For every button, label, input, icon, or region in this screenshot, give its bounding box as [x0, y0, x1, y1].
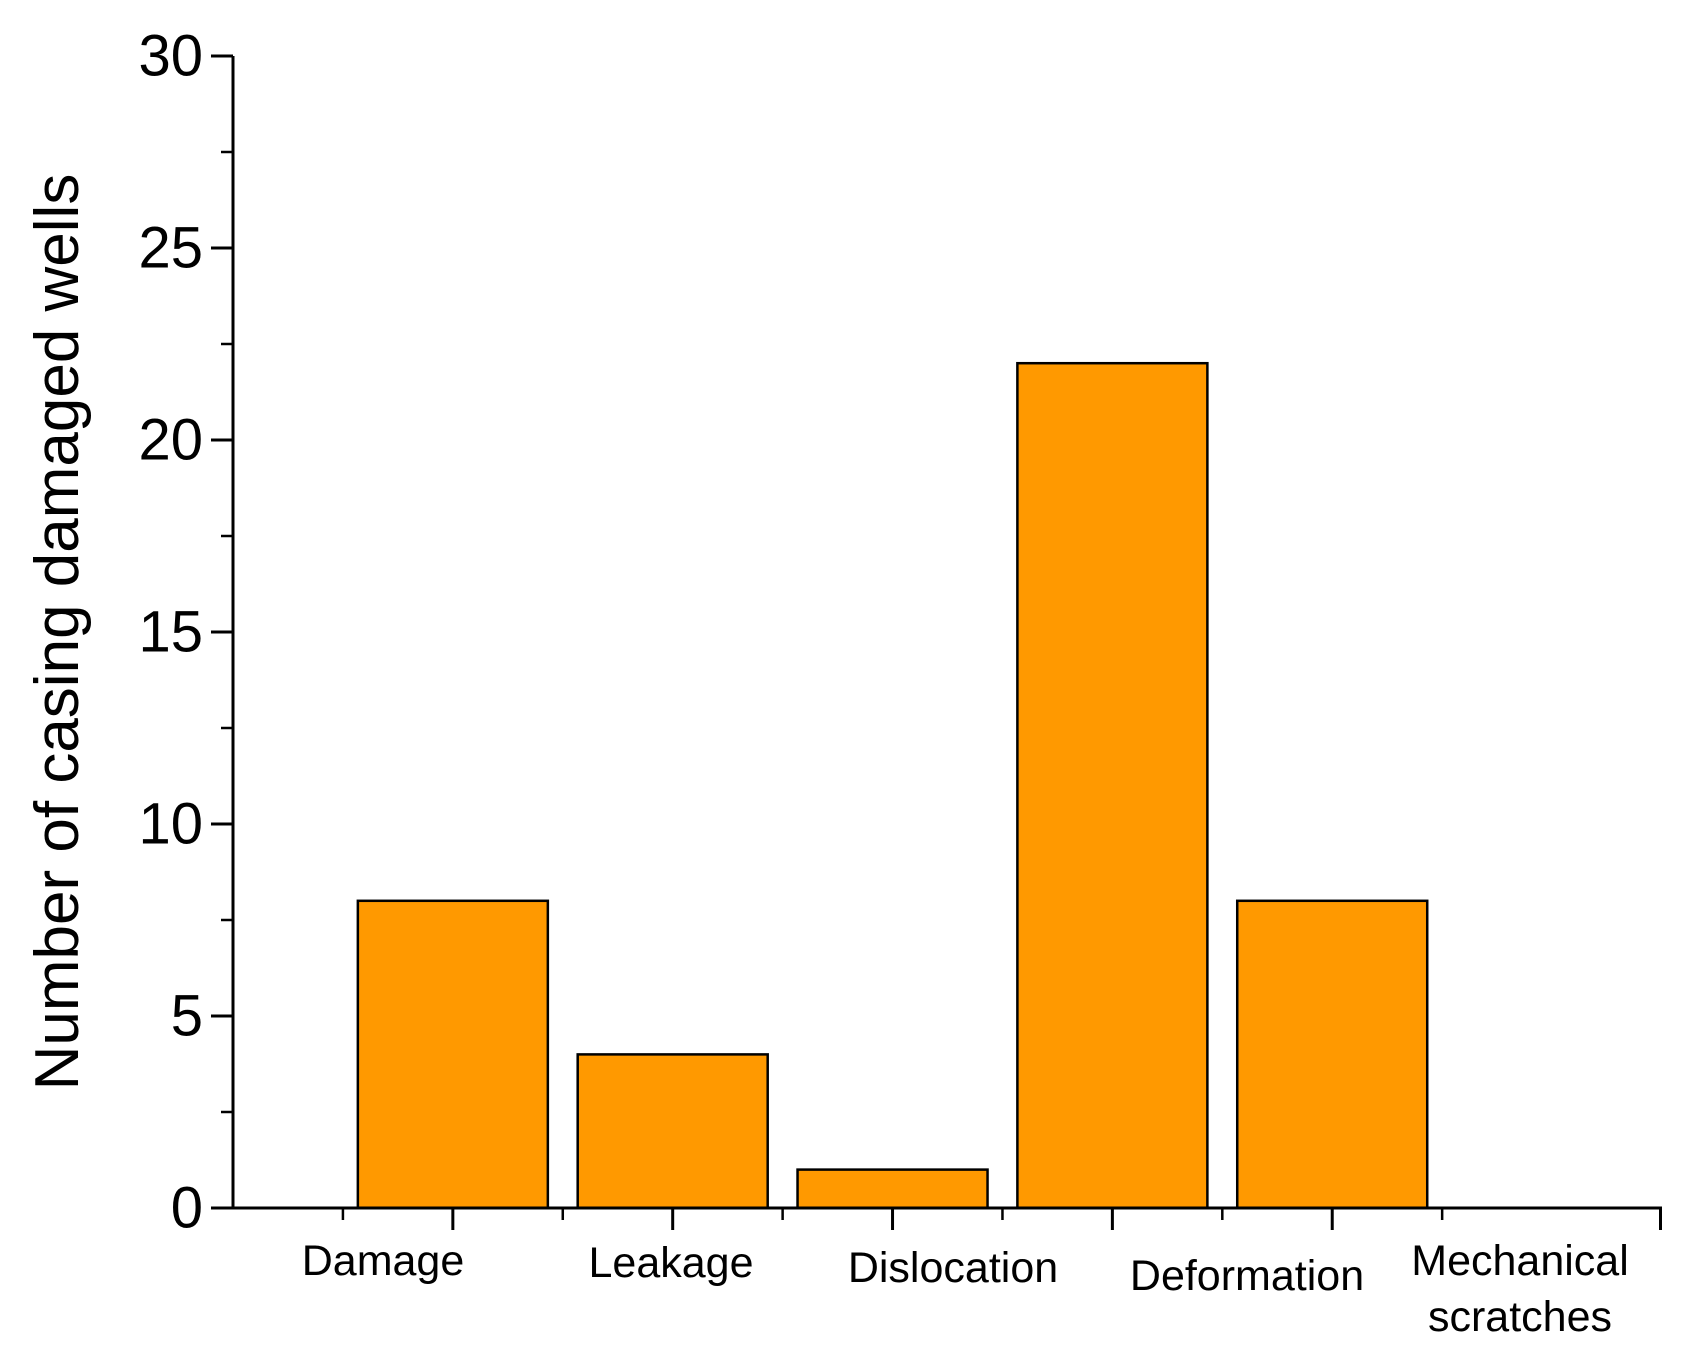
- bar-dislocation: [796, 1168, 989, 1210]
- bar-deformation: [1016, 361, 1209, 1210]
- y-axis-label: Number of casing damaged wells: [23, 174, 92, 1091]
- y-tick-label-5: 5: [171, 984, 203, 1049]
- x-tick-label-line: Deformation: [1130, 1252, 1364, 1300]
- x-tick-label-mechanical-scratches: Mechanical scratches: [1411, 1237, 1629, 1341]
- x-tick-label-line: Mechanical: [1411, 1237, 1629, 1285]
- x-tick-label-line: scratches: [1428, 1293, 1612, 1341]
- x-tick-label-deformation: Deformation: [1130, 1252, 1364, 1300]
- y-tick-label-20: 20: [138, 408, 203, 473]
- bars-group: [356, 361, 1429, 1210]
- y-tick-label-25: 25: [138, 216, 203, 281]
- x-tick-label-line: Leakage: [589, 1239, 754, 1287]
- y-ticks-group: 0 5 10 15 20 25 30: [138, 24, 233, 1241]
- y-tick-label-0: 0: [171, 1176, 203, 1241]
- x-tick-label-dislocation: Dislocation: [848, 1244, 1058, 1292]
- y-tick-label-10: 10: [138, 792, 203, 857]
- y-tick-label-30: 30: [138, 24, 203, 89]
- y-axis-label-group: Number of casing damaged wells: [23, 174, 92, 1091]
- bar-damage: [356, 899, 550, 1210]
- x-tick-label-line: Dislocation: [848, 1244, 1058, 1292]
- x-tick-label-damage: Damage: [302, 1237, 465, 1285]
- x-ticks-group: Damage Leakage Dislocation Deformation Mecha…: [302, 1208, 1662, 1341]
- y-tick-label-15: 15: [138, 600, 203, 665]
- x-tick-label-leakage: Leakage: [589, 1239, 754, 1287]
- x-tick-label-line: Damage: [302, 1237, 465, 1285]
- bar-mechanical-scratches: [1235, 899, 1429, 1210]
- bar-leakage: [576, 1053, 769, 1210]
